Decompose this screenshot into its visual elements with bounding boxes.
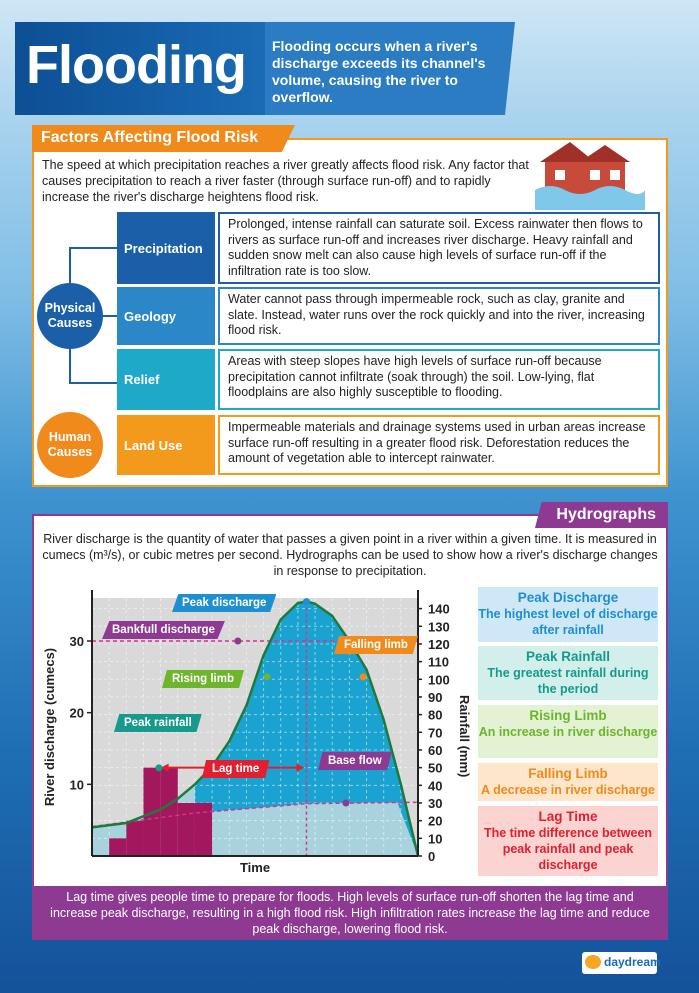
flooded-house-icon [535,142,645,210]
y2-tick-label: 100 [428,672,450,687]
y-tick-label: 30 [70,634,84,649]
intro-banner [265,22,515,115]
y2-tick-label: 110 [428,655,449,670]
y2-tick-label: 30 [428,796,442,811]
y-tick-label: 20 [70,706,84,721]
info-lag-time: Lag Time The time difference between peak… [478,806,658,876]
y2-tick-label: 0 [428,849,435,864]
hydrographs-footer: Lag time gives people time to prepare fo… [32,886,668,940]
y2-tick-label: 60 [428,743,442,758]
info-text: The greatest rainfall during the period [487,666,649,696]
rainfall-bar [126,820,144,856]
y2-tick-label: 90 [428,690,442,705]
rainfall-bar [109,838,127,856]
annotation-dot [342,799,350,807]
arrow-head-left [160,763,169,772]
info-text: An increase in river discharge [478,725,658,739]
info-title: Peak Rainfall [525,649,611,664]
callout-base-flow: Base flow [318,752,392,770]
rainfall-bar [177,802,195,856]
factor-label-geology: Geology [117,287,215,345]
factor-label-precipitation: Precipitation [117,212,215,284]
hydrographs-intro: River discharge is the quantity of water… [42,532,658,578]
info-peak-discharge: Peak Discharge The highest level of disch… [478,587,658,642]
factor-text-precipitation: Prolonged, intense rainfall can saturate… [218,212,660,284]
info-peak-rainfall: Peak Rainfall The greatest rainfall durin… [478,646,658,700]
info-text: The time difference between peak rainfal… [483,826,653,872]
factors-intro: The speed at which precipitation reaches… [42,158,529,204]
y2-tick-label: 40 [428,778,442,793]
rainfall-bar [194,802,213,856]
y2-axis-label: Rainfall (mm) [457,695,472,777]
logo-mark-icon [585,955,601,969]
y2-tick-label: 20 [428,814,442,829]
hydrographs-heading: Hydrographs [535,502,668,528]
discharge-curve [91,600,420,857]
annotation-dot [234,637,242,645]
info-falling-limb: Falling Limb A decrease in river discharg… [478,763,658,801]
y2-tick-label: 130 [428,619,450,634]
x-axis-label: Time [240,860,270,875]
hydrograph-chart: 10 20 30 0 10 20 30 40 50 60 70 80 90 100 110 120 130 140… [42,590,472,875]
annotation-dot [263,673,271,681]
factor-text-land-use: Impermeable materials and drainage syste… [218,415,660,475]
factors-heading: Factors Affecting Flood Risk [32,125,295,152]
callout-bankfull: Bankfull discharge [102,621,225,639]
y2-tick-label: 70 [428,725,442,740]
y-tick-label: 10 [70,777,84,792]
arrow-head-right [296,763,305,772]
title-box [15,22,270,115]
callout-lag-time: Lag time [202,760,270,778]
info-title: Lag Time [538,809,598,824]
y2-tick-label: 50 [428,761,442,776]
factor-text-relief: Areas with steep slopes have high levels… [218,349,660,410]
y-axis-label: River discharge (cumecs) [42,648,57,806]
callout-falling-limb: Falling limb [334,636,418,654]
callout-peak-rainfall: Peak rainfall [114,714,202,732]
y2-tick-label: 140 [428,602,450,617]
info-title: Peak Discharge [517,590,619,605]
baseflow-line [91,801,419,828]
annotation-dot [302,598,310,606]
info-text: The highest level of discharge after rai… [478,607,658,637]
y2-tick-label: 80 [428,708,442,723]
info-rising-limb: Rising Limb An increase in river discharg… [478,705,658,758]
info-title: Rising Limb [529,708,607,723]
daydream-logo: daydream [582,952,661,974]
info-title: Falling Limb [528,766,608,781]
annotation-dot [155,764,163,772]
info-text: A decrease in river discharge [481,783,655,797]
y2-tick-label: 120 [428,637,450,652]
callout-rising-limb: Rising limb [162,670,244,688]
factor-label-land-use: Land Use [117,415,215,475]
human-causes-badge: Human Causes [37,412,103,478]
page-title: Flooding [26,35,247,95]
intro-text: Flooding occurs when a river's discharge… [272,38,486,105]
factor-text-geology: Water cannot pass through impermeable ro… [218,287,660,345]
y2-tick-label: 10 [428,831,442,846]
callout-peak-discharge: Peak discharge [172,594,277,612]
physical-causes-badge: Physical Causes [37,283,103,349]
rainfall-bar [160,767,178,856]
annotation-dot [359,673,367,681]
factor-label-relief: Relief [117,349,215,410]
